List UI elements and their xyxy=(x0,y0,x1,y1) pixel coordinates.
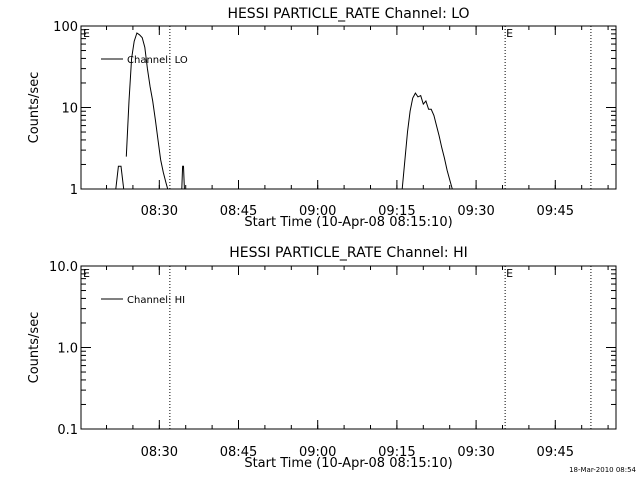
chart2-x-tick-label: 09:00 xyxy=(299,445,336,460)
chart2-y-tick-label: 1.0 xyxy=(57,342,78,357)
chart2-x-tick-label: 09:15 xyxy=(378,445,415,460)
chart2-legend-label: Channel: HI xyxy=(127,295,185,306)
chart1-series-line xyxy=(125,32,169,190)
chart2-x-tick-label: 09:30 xyxy=(457,445,494,460)
chart2-x-tick-label: 08:45 xyxy=(220,445,257,460)
chart2-x-tick-label: 08:30 xyxy=(141,445,178,460)
chart1-y-tick-label: 100 xyxy=(53,20,78,35)
chart2-y-tick-label: 10.0 xyxy=(49,260,78,275)
chart1-x-tick-label: 09:30 xyxy=(457,204,494,219)
chart2-x-axis-label: Start Time (10-Apr-08 08:15:10) xyxy=(244,456,452,471)
chart2-x-tick-label: 09:45 xyxy=(537,445,574,460)
chart1-series-line xyxy=(181,165,185,190)
footer-timestamp: 18-Mar-2010 08:54 xyxy=(569,466,636,474)
chart1-x-tick-label: 08:45 xyxy=(220,204,257,219)
chart1-x-tick-label: 09:15 xyxy=(378,204,415,219)
chart2-title: HESSI PARTICLE_RATE Channel: HI xyxy=(229,245,467,261)
chart2-marker-label: E xyxy=(506,267,513,280)
chart1-series-line xyxy=(401,92,453,190)
chart1-x-tick-label: 09:00 xyxy=(299,204,336,219)
chart2-y-tick-label: 0.1 xyxy=(57,423,78,438)
chart2-plot-frame xyxy=(80,265,617,430)
chart1-series-line xyxy=(115,165,125,190)
chart1-x-tick-label: 08:30 xyxy=(141,204,178,219)
chart2-y-axis-label: Counts/sec xyxy=(27,312,42,384)
chart1-title: HESSI PARTICLE_RATE Channel: LO xyxy=(227,6,469,22)
chart1-y-axis-label: Counts/sec xyxy=(27,72,42,144)
chart2-corner-label: E xyxy=(83,267,90,280)
chart1-legend-label: Channel: LO xyxy=(127,55,188,66)
chart1-corner-label: E xyxy=(83,27,90,40)
chart1-y-tick-label: 10 xyxy=(61,102,78,117)
chart1-y-tick-label: 1 xyxy=(70,183,78,198)
chart1-x-axis-label: Start Time (10-Apr-08 08:15:10) xyxy=(244,215,452,230)
chart1-marker-label: E xyxy=(506,27,513,40)
chart1-x-tick-label: 09:45 xyxy=(537,204,574,219)
